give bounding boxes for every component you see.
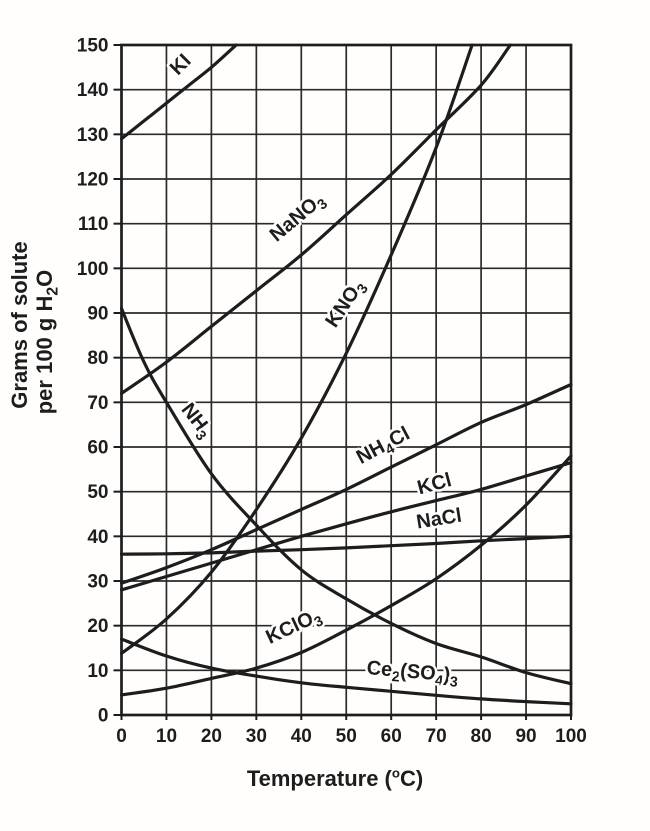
y-tick-label: 60 [87, 438, 108, 459]
y-tick-label: 0 [98, 706, 109, 727]
curve-kcl [119, 461, 573, 592]
y-tick-label: 100 [77, 259, 109, 280]
x-tick-label: 70 [426, 726, 447, 747]
x-tick-label: 50 [336, 726, 357, 747]
y-tick-label: 40 [87, 527, 108, 548]
x-tick-label: 30 [246, 726, 267, 747]
y-tick-label: 150 [77, 36, 109, 57]
y-tick-label: 20 [87, 616, 108, 637]
plot-border [120, 43, 573, 717]
curve-kno3 [119, 43, 474, 655]
y-tick-label: 120 [77, 170, 109, 191]
x-tick-label: 20 [201, 726, 222, 747]
x-axis-title: Temperature (oC) [247, 766, 423, 791]
curve-nh4cl [119, 382, 573, 585]
x-tick-label: 10 [156, 726, 177, 747]
curve-nh3 [119, 306, 573, 686]
y-tick-label: 30 [87, 572, 108, 593]
y-tick-label: 110 [78, 214, 109, 235]
y-tick-label: 80 [87, 348, 108, 369]
x-tick-label: 100 [555, 726, 587, 747]
y-tick-label: 50 [87, 482, 108, 503]
y-axis-title-line1: Grams of solute [7, 241, 32, 408]
x-tick-label: 80 [471, 726, 492, 747]
curve-nano3 [119, 43, 512, 395]
y-axis-title-line2: per 100 g H2O [32, 270, 61, 415]
x-tick-label: 40 [291, 726, 312, 747]
y-tick-label: 10 [87, 661, 108, 682]
y-tick-label: 140 [77, 80, 109, 101]
curve-ce2so43 [119, 637, 573, 706]
curve-kclo3 [119, 454, 573, 697]
curves [119, 43, 573, 706]
x-tick-label: 90 [515, 726, 536, 747]
curve-label-ce2so43: Ce2(SO4)3 [365, 657, 459, 691]
x-tick-label: 0 [116, 726, 127, 747]
y-tick-label: 90 [87, 304, 108, 325]
x-tick-label: 60 [381, 726, 402, 747]
curve-nacl [119, 534, 573, 556]
curve-ki [119, 43, 238, 141]
y-tick-label: 130 [77, 125, 109, 146]
y-tick-label: 70 [87, 393, 108, 414]
